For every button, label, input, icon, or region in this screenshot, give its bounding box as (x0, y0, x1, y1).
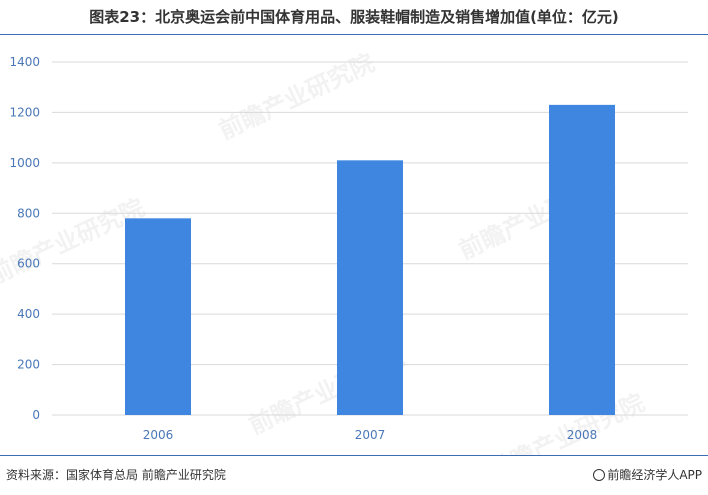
x-tick-label: 2008 (567, 428, 598, 442)
watermark-0: 前瞻产业研究院 (215, 49, 379, 145)
chart-title: 图表23：北京奥运会前中国体育用品、服装鞋帽制造及销售增加值(单位：亿元) (89, 8, 619, 26)
y-tick-label: 400 (17, 307, 40, 321)
x-tick-label: 2007 (355, 428, 386, 442)
y-tick-label: 200 (17, 358, 40, 372)
x-tick-label: 2006 (143, 428, 174, 442)
x-axis-ticks: 2006 2007 2008 (143, 428, 598, 442)
brand-credit: 前瞻经济学人APP (593, 466, 702, 483)
y-tick-label: 600 (17, 257, 40, 271)
source-note: 资料来源：国家体育总局 前瞻产业研究院 (6, 468, 226, 482)
y-tick-label: 1400 (9, 55, 40, 69)
y-tick-label: 800 (17, 206, 40, 220)
y-tick-label: 1200 (9, 105, 40, 119)
bars (125, 104, 615, 415)
brand-logo-icon (593, 469, 606, 481)
chart-frame (0, 34, 708, 456)
y-tick-label: 0 (32, 408, 40, 422)
y-axis-ticks: 0 200 400 600 800 1000 1200 1400 (9, 55, 40, 422)
y-tick-label: 1000 (9, 156, 40, 170)
brand-text: 前瞻经济学人APP (607, 468, 702, 482)
footer: 资料来源：国家体育总局 前瞻产业研究院 前瞻经济学人APP (0, 462, 708, 486)
bar-2006 (125, 218, 191, 415)
bar-2008 (549, 104, 615, 415)
bar-2007 (337, 160, 403, 415)
